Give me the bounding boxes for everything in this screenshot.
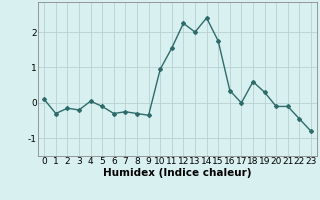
X-axis label: Humidex (Indice chaleur): Humidex (Indice chaleur): [103, 168, 252, 178]
